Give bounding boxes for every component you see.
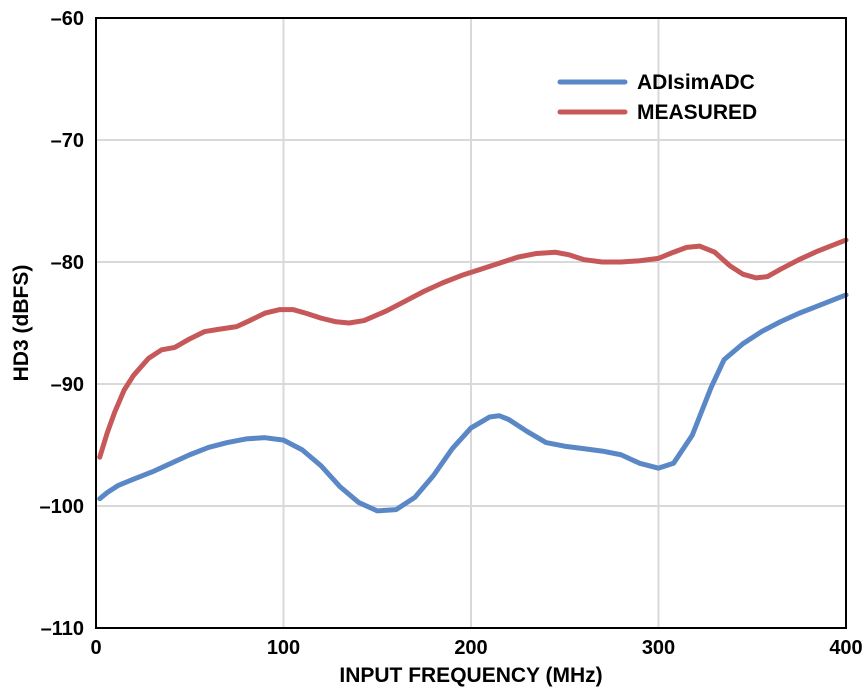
x-tick-label: 400 xyxy=(829,637,862,659)
legend-label: MEASURED xyxy=(637,101,757,124)
x-axis-label: INPUT FREQUENCY (MHz) xyxy=(339,664,602,687)
x-tick-label: 0 xyxy=(90,637,101,659)
legend-label: ADIsimADC xyxy=(637,71,755,94)
y-tick-label: –100 xyxy=(40,496,85,518)
y-tick-label: –70 xyxy=(51,130,84,152)
y-tick-label: –90 xyxy=(51,374,84,396)
x-tick-label: 100 xyxy=(267,637,300,659)
chart-svg: 0 100 200 300 400 –110 –100 –90 –80 –70 –60 INPUT F… xyxy=(0,0,864,693)
hd3-chart: 0 100 200 300 400 –110 –100 –90 –80 –70 –60 INPUT F… xyxy=(0,0,864,693)
y-axis-label: HD3 (dBFS) xyxy=(10,265,33,382)
x-tick-label: 300 xyxy=(642,637,675,659)
y-tick-label: –80 xyxy=(51,252,84,274)
y-tick-label: –60 xyxy=(51,8,84,30)
x-tick-label: 200 xyxy=(454,637,487,659)
y-tick-label: –110 xyxy=(41,618,84,640)
